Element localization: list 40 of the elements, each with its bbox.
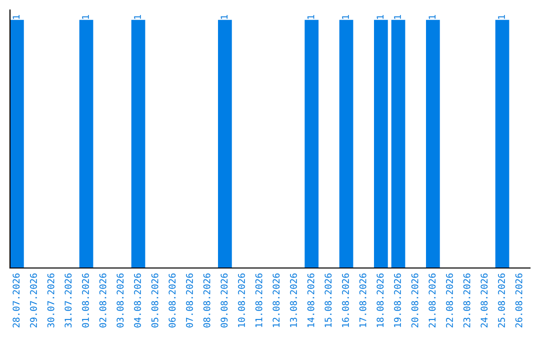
data-label: 1 <box>376 15 384 19</box>
x-tick-label: 26.08.2026 <box>515 273 522 328</box>
x-tick-label: 25.08.2026 <box>498 273 505 328</box>
x-tick-label: 19.08.2026 <box>394 273 401 327</box>
x-tick-label: 06.08.2026 <box>168 273 176 328</box>
x-tick-label: 22.08.2026 <box>446 273 453 328</box>
data-label: 1 <box>428 15 436 19</box>
data-label: 1 <box>220 15 228 19</box>
x-tick-label: 08.08.2026 <box>203 273 210 328</box>
x-tick-label: 04.08.2026 <box>134 273 141 328</box>
x-tick-label: 11.08.2026 <box>255 273 262 327</box>
data-label: 1 <box>307 15 314 19</box>
x-tick-label: 15.08.2026 <box>324 273 332 327</box>
x-tick-label: 07.08.2026 <box>186 273 193 328</box>
x-tick-label: 12.08.2026 <box>272 273 280 327</box>
x-tick-label: 13.08.2026 <box>290 273 297 327</box>
x-tick-label: 03.08.2026 <box>116 273 124 328</box>
x-tick-label: 28.07.2026 <box>12 273 20 328</box>
x-tick-label: 18.08.2026 <box>376 273 384 327</box>
x-tick-label: 31.07.2026 <box>64 273 72 328</box>
x-tick-label: 14.08.2026 <box>307 273 314 327</box>
x-tick-label: 30.07.2026 <box>47 273 54 328</box>
x-tick-label: 02.08.2026 <box>99 273 106 328</box>
x-tick-label: 24.08.2026 <box>480 273 488 328</box>
x-tick-label: 16.08.2026 <box>342 273 349 327</box>
data-label: 1 <box>12 15 20 19</box>
x-tick-label: 17.08.2026 <box>359 273 366 327</box>
x-tick-label: 01.08.2026 <box>82 273 89 328</box>
x-tick-label: 29.07.2026 <box>30 273 37 328</box>
x-tick-label: 09.08.2026 <box>220 273 228 328</box>
x-tick-label: 10.08.2026 <box>238 273 245 327</box>
data-label: 1 <box>134 15 141 19</box>
x-tick-label: 23.08.2026 <box>463 273 470 328</box>
data-label: 1 <box>394 15 401 19</box>
x-tick-label: 21.08.2026 <box>428 273 436 328</box>
x-tick-label: 05.08.2026 <box>151 273 158 328</box>
data-label: 1 <box>498 15 505 19</box>
data-label: 1 <box>82 15 89 19</box>
data-label: 1 <box>342 15 349 19</box>
x-tick-label: 20.08.2026 <box>411 273 418 328</box>
